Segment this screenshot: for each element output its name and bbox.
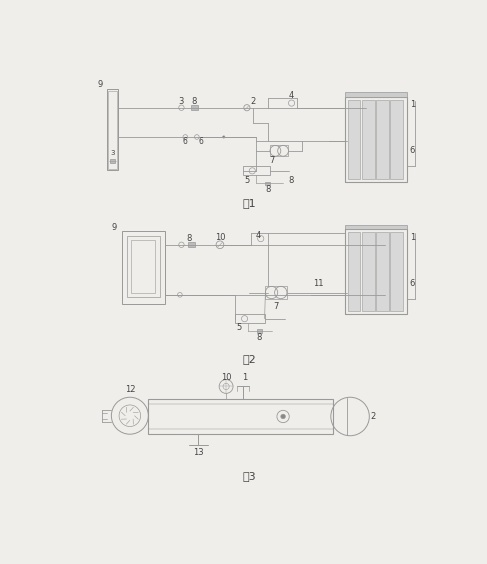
Text: 13: 13 <box>193 448 204 457</box>
Text: 4: 4 <box>256 231 261 240</box>
Text: 9: 9 <box>98 80 103 89</box>
Bar <box>345 225 407 230</box>
Bar <box>265 182 270 185</box>
Bar <box>348 232 360 311</box>
Bar <box>362 100 375 179</box>
Text: 1: 1 <box>242 373 247 382</box>
Text: 6: 6 <box>183 137 187 146</box>
Text: 6: 6 <box>410 146 415 155</box>
Bar <box>149 399 333 434</box>
Text: 8: 8 <box>187 234 192 243</box>
Bar <box>376 232 389 311</box>
Bar <box>243 166 270 175</box>
Text: 图2: 图2 <box>243 354 256 364</box>
Bar <box>127 236 160 297</box>
Bar <box>345 92 407 97</box>
Text: 1: 1 <box>410 100 415 109</box>
Text: 2: 2 <box>250 97 256 106</box>
Circle shape <box>281 414 285 419</box>
Text: 11: 11 <box>313 279 324 288</box>
Text: 10: 10 <box>221 373 231 382</box>
Text: 4: 4 <box>289 91 294 100</box>
Bar <box>191 105 198 110</box>
Bar <box>257 329 262 333</box>
Text: 图3: 图3 <box>243 471 256 481</box>
Text: 5: 5 <box>244 175 249 184</box>
Text: 12: 12 <box>125 385 135 394</box>
Bar <box>345 230 407 314</box>
Bar <box>108 91 117 169</box>
Text: 3: 3 <box>179 97 184 106</box>
Text: 9: 9 <box>112 223 117 232</box>
Text: 10: 10 <box>215 232 225 241</box>
Bar <box>345 97 407 182</box>
Text: 1: 1 <box>410 232 415 241</box>
Text: 8: 8 <box>265 185 270 194</box>
Bar <box>122 231 165 304</box>
Bar <box>362 232 375 311</box>
Circle shape <box>223 136 225 138</box>
Text: 7: 7 <box>274 302 279 311</box>
Bar <box>107 89 118 170</box>
Bar <box>270 146 288 156</box>
Text: 8: 8 <box>192 97 197 106</box>
Bar <box>265 287 287 299</box>
Bar <box>391 100 403 179</box>
Text: 2: 2 <box>371 412 376 421</box>
Text: 5: 5 <box>237 323 242 332</box>
Bar <box>376 100 389 179</box>
Text: 6: 6 <box>198 137 203 146</box>
Bar <box>188 243 194 247</box>
Text: 3: 3 <box>110 150 115 156</box>
Text: 8: 8 <box>288 175 294 184</box>
Bar <box>391 232 403 311</box>
Bar <box>348 100 360 179</box>
Text: 8: 8 <box>257 333 262 342</box>
Text: 7: 7 <box>269 156 274 165</box>
Text: 6: 6 <box>410 279 415 288</box>
Bar <box>131 240 155 293</box>
Bar <box>235 314 264 323</box>
Text: 图1: 图1 <box>243 198 256 208</box>
Bar <box>110 159 115 163</box>
